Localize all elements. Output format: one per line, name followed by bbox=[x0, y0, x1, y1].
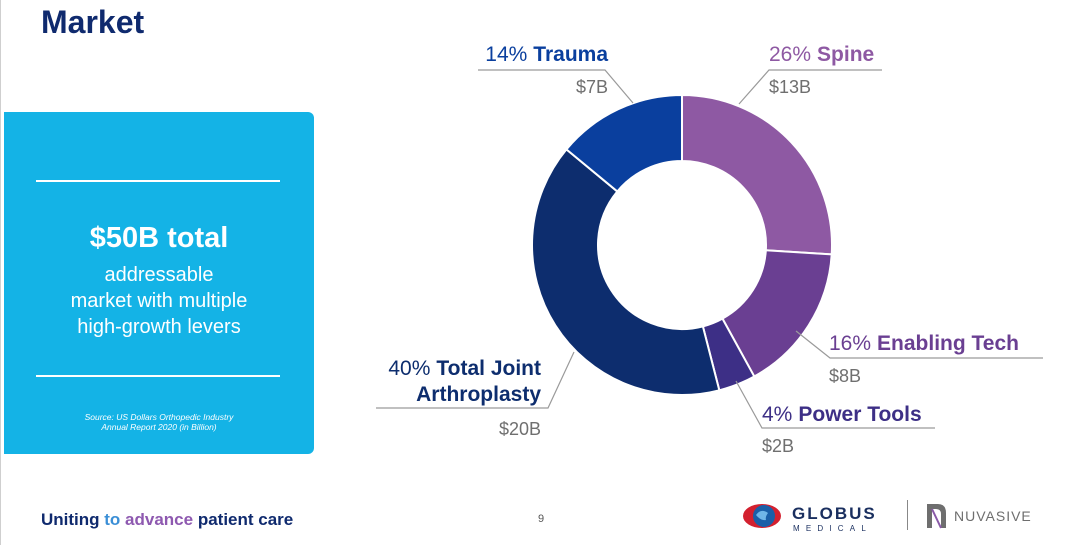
footer-tagline: Uniting to advance patient care bbox=[41, 510, 293, 530]
leader-line-power-tools bbox=[735, 380, 935, 429]
globus-wordmark: GLOBUS bbox=[792, 504, 877, 523]
donut-slice-spine bbox=[681, 93, 833, 256]
slice-label-trauma: 14% Trauma bbox=[485, 43, 608, 66]
slice-pct: 26% bbox=[769, 43, 811, 66]
slice-pct: 4% bbox=[762, 403, 792, 426]
slice-label-enabling-tech: 16% Enabling Tech bbox=[829, 332, 1019, 355]
slice-pct: 16% bbox=[829, 332, 871, 355]
page-number: 9 bbox=[538, 513, 545, 525]
slice-name: Enabling Tech bbox=[877, 332, 1019, 355]
tagline-word: Uniting bbox=[41, 510, 105, 529]
nuvasive-wordmark: NUVASIVE bbox=[954, 508, 1032, 524]
slice-name-line2: Arthroplasty bbox=[416, 383, 541, 406]
slice-value-enabling-tech: $8B bbox=[829, 366, 861, 386]
callout-desc-line: addressable bbox=[104, 264, 214, 286]
callout-description: addressable market with multiple high-gr… bbox=[4, 262, 314, 340]
leader-line-enabling-tech bbox=[795, 330, 1043, 359]
slice-label-power-tools: 4% Power Tools bbox=[762, 403, 922, 426]
leader-line-spine bbox=[738, 69, 882, 105]
nuvasive-logo: NUVASIVE bbox=[927, 504, 1032, 529]
leader-line-trauma bbox=[478, 69, 634, 104]
callout-desc-line: high-growth levers bbox=[77, 316, 241, 338]
callout-bottom-rule bbox=[36, 375, 280, 377]
page-title: Market bbox=[41, 4, 145, 40]
slice-label-spine: 26% Spine bbox=[769, 43, 874, 66]
callout-headline: $50B total bbox=[89, 222, 229, 254]
leader-lines bbox=[376, 69, 1043, 429]
logo-divider bbox=[907, 500, 908, 530]
slice-value-power-tools: $2B bbox=[762, 436, 794, 456]
tagline-word: advance bbox=[125, 510, 198, 529]
donut-slices bbox=[531, 93, 833, 396]
source-line: Source: US Dollars Orthopedic Industry bbox=[84, 412, 234, 422]
callout-top-rule bbox=[36, 180, 280, 182]
globus-medical-wordmark: MEDICAL bbox=[793, 524, 872, 533]
globe-land-shape bbox=[756, 510, 768, 521]
nuvasive-mark-icon bbox=[927, 504, 946, 528]
slice-name: Power Tools bbox=[798, 403, 921, 426]
tagline-word: to bbox=[104, 510, 126, 529]
slice-name: Total Joint bbox=[436, 357, 541, 380]
donut-slice-trauma bbox=[565, 93, 683, 193]
globus-medical-logo: GLOBUS MEDICAL bbox=[743, 504, 877, 533]
slice-pct: 40% bbox=[388, 357, 430, 380]
slice-value-trauma: $7B bbox=[576, 77, 608, 97]
nuvasive-mark-accent bbox=[931, 508, 942, 529]
source-line: Annual Report 2020 (in Billion) bbox=[101, 422, 217, 432]
slice-label-total-joint: 40% Total Joint bbox=[388, 357, 541, 380]
leader-line-total-joint bbox=[376, 351, 575, 409]
donut-slice-total-joint-arthroplasty bbox=[531, 147, 721, 396]
slice-pct: 14% bbox=[485, 43, 527, 66]
slice-value-spine: $13B bbox=[769, 77, 811, 97]
tagline-word: patient care bbox=[197, 510, 294, 529]
market-callout-box: $50B total addressable market with multi… bbox=[4, 112, 314, 454]
callout-source-note: Source: US Dollars Orthopedic Industry A… bbox=[4, 412, 314, 432]
callout-desc-line: market with multiple bbox=[70, 290, 248, 312]
slice-name: Trauma bbox=[533, 43, 608, 66]
left-edge-rule bbox=[0, 0, 1, 545]
slice-name: Spine bbox=[817, 43, 874, 66]
slice-value-total-joint: $20B bbox=[499, 419, 541, 439]
